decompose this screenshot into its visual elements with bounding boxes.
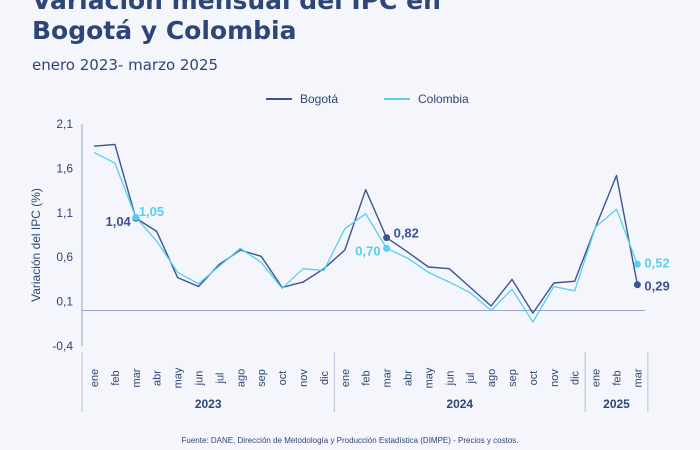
x-tick-label: ene	[89, 369, 101, 387]
legend-item-colombia: Colombia	[384, 92, 469, 106]
x-tick-label: oct	[528, 371, 540, 386]
x-tick-label: mar	[382, 368, 394, 387]
x-tick-label: ago	[486, 369, 498, 387]
x-tick-label: ago	[235, 369, 247, 387]
x-tick-label: nov	[298, 369, 310, 387]
y-tick-label: 0,6	[56, 250, 73, 264]
y-tick-label: 1,1	[56, 206, 73, 220]
x-tick-label: abr	[152, 370, 164, 386]
chart-title-line-1: Variación mensual del IPC en	[32, 0, 441, 15]
year-label: 2025	[603, 397, 630, 411]
legend: Bogotá Colombia	[0, 92, 700, 108]
x-tick-label: may	[423, 367, 435, 388]
data-point-marker	[633, 260, 641, 268]
data-point-marker	[132, 213, 140, 221]
x-tick-label: dic	[570, 370, 582, 385]
chart-title: Variación mensual del IPC en Bogotá y Co…	[32, 0, 441, 46]
x-tick-label: jul	[465, 372, 477, 384]
year-label: 2024	[446, 397, 473, 411]
data-label: 1,05	[139, 204, 164, 219]
data-label: 0,52	[644, 255, 669, 270]
data-label: 0,29	[644, 279, 669, 294]
x-tick-label: may	[173, 367, 185, 388]
x-tick-label: feb	[361, 370, 373, 385]
series-line-colombia	[93, 151, 639, 323]
legend-item-bogota: Bogotá	[266, 92, 338, 106]
x-tick-label: mar	[131, 368, 143, 387]
x-tick-label: jun	[444, 371, 456, 387]
y-tick-label: -0,4	[52, 339, 73, 353]
x-tick-label: nov	[549, 369, 561, 387]
x-tick-label: sep	[256, 369, 268, 387]
x-tick-label: sep	[507, 369, 519, 387]
x-tick-label: mar	[632, 368, 644, 387]
data-point-marker	[633, 281, 641, 289]
x-tick-label: oct	[277, 371, 289, 386]
y-tick-label: 0,1	[56, 295, 73, 309]
source-footer: Fuente: DANE, Dirección de Metodología y…	[181, 436, 519, 445]
y-tick-label: 1,6	[56, 161, 73, 175]
x-tick-label: jun	[194, 371, 206, 387]
data-label: 1,04	[105, 214, 131, 229]
data-label: 0,82	[394, 226, 419, 241]
data-point-marker	[383, 244, 391, 252]
y-tick-label: 2,1	[56, 117, 73, 131]
legend-label-bogota: Bogotá	[300, 92, 339, 106]
x-tick-label: ene	[591, 369, 603, 387]
x-tick-label: jul	[214, 372, 226, 384]
year-label: 2023	[195, 397, 222, 411]
x-tick-label: dic	[319, 370, 331, 385]
y-axis-title: Variación del IPC (%)	[29, 188, 43, 302]
chart-title-line-2: Bogotá y Colombia	[32, 16, 297, 45]
chart-subtitle: enero 2023- marzo 2025	[32, 56, 219, 74]
x-tick-label: ene	[340, 369, 352, 387]
x-tick-label: feb	[110, 370, 122, 385]
data-label: 0,70	[355, 243, 380, 258]
x-tick-label: feb	[612, 370, 624, 385]
legend-swatch-bogota	[266, 98, 292, 100]
data-point-marker	[383, 234, 391, 242]
legend-label-colombia: Colombia	[418, 92, 469, 106]
series-line-bogota	[93, 143, 639, 314]
legend-swatch-colombia	[384, 98, 410, 100]
x-tick-label: abr	[403, 370, 415, 386]
